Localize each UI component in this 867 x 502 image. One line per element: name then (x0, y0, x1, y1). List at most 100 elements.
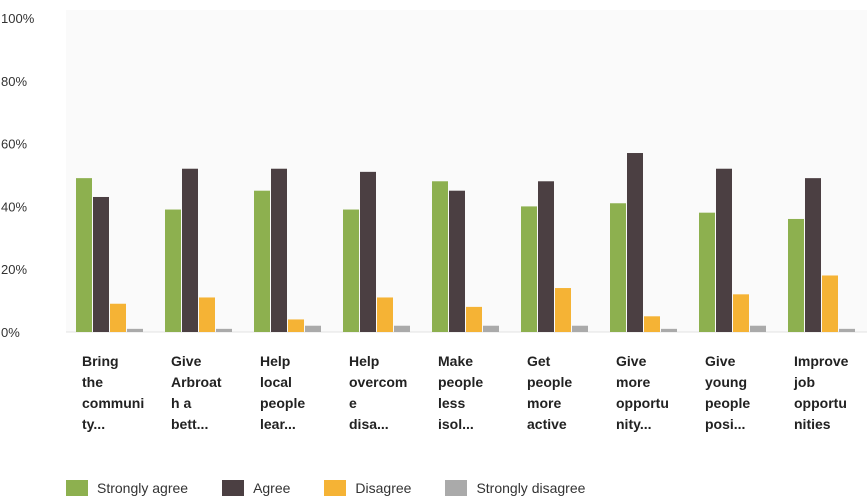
category-label: Give young people posi... (705, 353, 750, 432)
bar-strongly-agree (788, 218, 804, 332)
bar-strongly-disagree (394, 325, 410, 332)
bar-strongly-agree (521, 206, 537, 332)
category-label-line: Give (171, 353, 202, 369)
bar-agree (360, 171, 376, 332)
category-label-line: job (793, 374, 815, 390)
bar-strongly-disagree (483, 325, 499, 332)
bar-strongly-disagree (216, 328, 232, 332)
bar-disagree (199, 297, 215, 332)
category-label-line: posi... (705, 416, 745, 432)
category-label-line: Get (527, 353, 551, 369)
legend-item: Strongly agree (66, 480, 188, 496)
bar-strongly-disagree (127, 328, 143, 332)
bars (76, 153, 855, 332)
legend-item: Strongly disagree (445, 480, 585, 496)
category-label-line: Bring (82, 353, 119, 369)
bar-strongly-disagree (750, 325, 766, 332)
bar-agree (538, 181, 554, 332)
category-label-line: lear... (260, 416, 296, 432)
legend-swatch (66, 480, 88, 496)
category-label: Get people more active (527, 353, 572, 432)
bar-agree (449, 190, 465, 332)
category-label-line: Give (705, 353, 736, 369)
legend-label: Agree (253, 480, 291, 496)
category-labels: Bring the communi ty... Give Arbroat h a bett..… (82, 353, 849, 432)
category-label-line: opportu (616, 395, 669, 411)
bar-agree (93, 196, 109, 332)
legend-swatch (445, 480, 468, 496)
y-tick-label: 60% (1, 137, 27, 152)
legend-item: Disagree (324, 480, 411, 496)
y-tick-label: 20% (1, 262, 27, 277)
category-label-line: overcom (349, 374, 407, 390)
bar-disagree (466, 306, 482, 332)
bar-disagree (644, 316, 660, 332)
category-label-line: isol... (438, 416, 474, 432)
y-tick-label: 40% (1, 199, 27, 214)
category-label-line: local (260, 374, 292, 390)
legend-label: Strongly agree (97, 480, 189, 496)
bar-strongly-agree (165, 209, 181, 332)
bar-disagree (555, 288, 571, 332)
category-label: Help overcom e disa... (349, 353, 407, 432)
category-label-line: Arbroat (171, 374, 222, 390)
bar-agree (182, 168, 198, 332)
bar-agree (271, 168, 287, 332)
category-label-line: the (82, 374, 103, 390)
category-label-line: people (438, 374, 483, 390)
category-label-line: communi (82, 395, 144, 411)
bar-strongly-disagree (305, 325, 321, 332)
legend-item: Agree (222, 480, 290, 496)
category-label-line: people (260, 395, 305, 411)
category-label-line: Give (616, 353, 647, 369)
bar-disagree (288, 319, 304, 332)
category-label-line: people (527, 374, 572, 390)
y-tick-label: 0% (1, 325, 20, 340)
bar-strongly-agree (254, 190, 270, 332)
bar-chart: 0% 20% 40% 60% 80% 100% Bring the communi ty... G… (1, 10, 867, 432)
category-label-line: people (705, 395, 750, 411)
category-label-line: ty... (82, 416, 105, 432)
category-label-line: nities (794, 416, 831, 432)
legend-label: Disagree (355, 480, 412, 496)
bar-disagree (733, 294, 749, 332)
category-label-line: bett... (171, 416, 208, 432)
bar-strongly-agree (699, 212, 715, 332)
category-label: Make people less isol... (438, 353, 483, 432)
bar-strongly-disagree (572, 325, 588, 332)
category-label-line: opportu (794, 395, 847, 411)
category-label: Give Arbroat h a bett... (171, 353, 222, 432)
bar-disagree (377, 297, 393, 332)
bar-agree (805, 178, 821, 332)
bar-strongly-agree (343, 209, 359, 332)
bar-strongly-disagree (839, 328, 855, 332)
category-label-line: Help (260, 353, 290, 369)
plot-background (66, 10, 867, 332)
legend: Strongly agree Agree Disagree Strongly disa… (66, 480, 619, 496)
bar-disagree (110, 303, 126, 332)
category-label: Bring the communi ty... (82, 353, 144, 432)
category-label-line: e (349, 395, 357, 411)
category-label-line: more (616, 374, 650, 390)
category-label-line: Improve (794, 353, 849, 369)
legend-swatch (222, 480, 245, 496)
category-label-line: Make (438, 353, 473, 369)
category-label-line: more (527, 395, 561, 411)
category-label: Help local people lear... (260, 353, 305, 432)
category-label-line: less (438, 395, 465, 411)
bar-agree (716, 168, 732, 332)
bar-strongly-agree (76, 178, 92, 332)
legend-label: Strongly disagree (476, 480, 586, 496)
bar-disagree (822, 275, 838, 332)
category-label: Give more opportu nity... (616, 353, 669, 432)
category-label-line: h a (171, 395, 191, 411)
category-label-line: nity... (616, 416, 652, 432)
y-axis-ticks: 0% 20% 40% 60% 80% 100% (1, 11, 35, 340)
legend-swatch (324, 480, 347, 496)
category-label-line: Help (349, 353, 379, 369)
bar-strongly-agree (610, 203, 626, 332)
bar-strongly-disagree (661, 328, 677, 332)
bar-agree (627, 153, 643, 332)
category-label-line: disa... (349, 416, 389, 432)
bar-strongly-agree (432, 181, 448, 332)
